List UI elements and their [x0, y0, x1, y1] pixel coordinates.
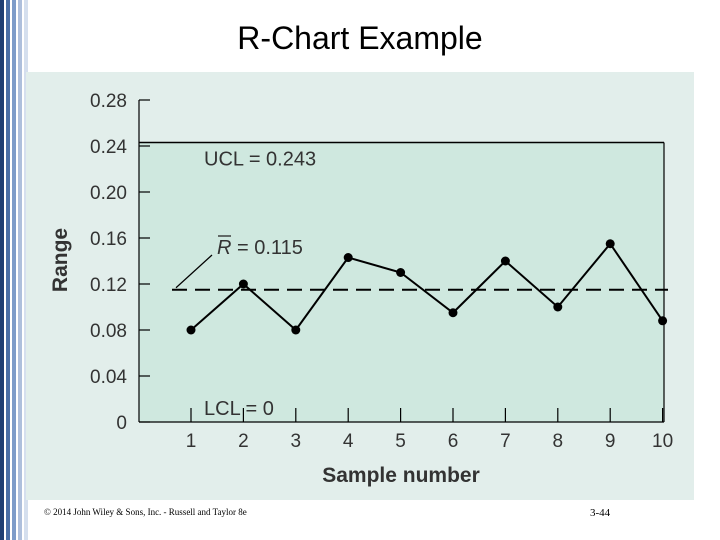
center-label: R = 0.115 — [217, 237, 303, 259]
data-point — [553, 302, 563, 312]
slide-side-stripes — [0, 0, 30, 540]
y-tick-label: 0.04 — [90, 367, 127, 388]
x-tick-label: 9 — [605, 431, 616, 452]
x-tick-label: 1 — [186, 431, 197, 452]
y-tick-label: 0.24 — [90, 137, 127, 158]
data-point — [396, 268, 406, 277]
x-axis-label: Sample number — [322, 464, 480, 487]
data-point — [605, 239, 615, 249]
data-point — [291, 325, 301, 335]
x-tick-label: 3 — [291, 431, 302, 452]
data-point — [448, 308, 458, 318]
slide-title: R-Chart Example — [237, 20, 483, 56]
lcl-label: LCL = 0 — [204, 398, 274, 420]
data-point — [238, 279, 248, 289]
data-line — [190, 242, 664, 332]
y-axis-label: Range — [49, 228, 72, 292]
x-tick-label: 8 — [553, 431, 564, 452]
x-tick-label: 10 — [652, 431, 673, 452]
data-point — [658, 316, 668, 326]
x-tick-label: 2 — [238, 431, 249, 452]
x-tick-label: 5 — [395, 431, 406, 452]
data-point — [343, 253, 353, 263]
y-tick-label: 0.08 — [90, 321, 127, 342]
x-tick-label: 7 — [500, 431, 511, 452]
y-tick-label: 0.16 — [90, 229, 127, 250]
page-number: 3-44 — [590, 507, 611, 519]
chart-panel: 0 0.04 0.08 0.12 0.16 0.20 0.24 0.28 1 2 3 4 5 6 7 8 9 10… — [26, 72, 694, 500]
x-tick-label: 6 — [448, 431, 459, 452]
y-tick-label: 0 — [116, 413, 127, 434]
footer-copyright: © 2014 John Wiley & Sons, Inc. - Russell… — [44, 507, 247, 517]
x-tick-label: 4 — [343, 431, 354, 452]
control-region — [139, 142, 664, 423]
data-point — [500, 256, 510, 266]
data-point — [186, 325, 196, 335]
ucl-label: UCL = 0.243 — [204, 149, 316, 171]
y-tick-label: 0.20 — [90, 183, 127, 204]
y-tick-label: 0.28 — [90, 91, 127, 112]
r-chart: 0 0.04 0.08 0.12 0.16 0.20 0.24 0.28 1 2 3 4 5 6 7 8 9 10… — [49, 91, 673, 487]
y-tick-label: 0.12 — [90, 275, 127, 296]
center-label-leader — [175, 254, 213, 289]
